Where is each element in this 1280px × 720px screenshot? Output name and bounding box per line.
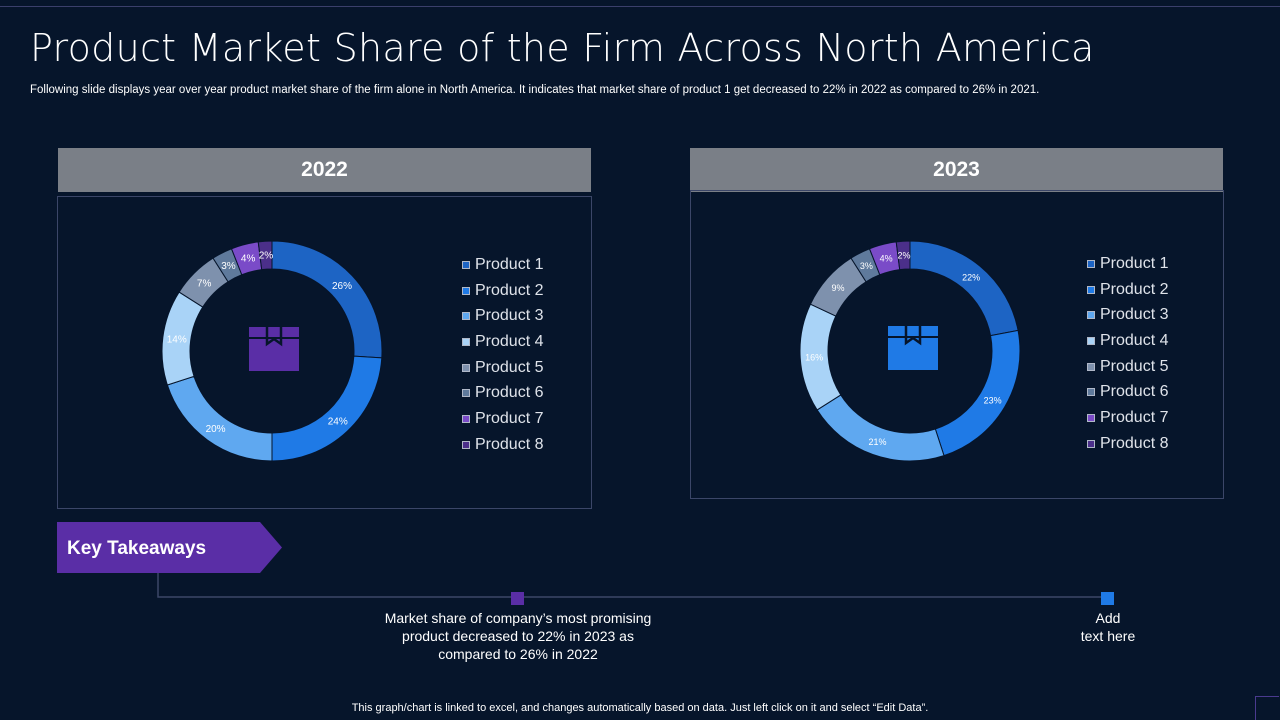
legend-item-product-2: Product 2	[1087, 277, 1168, 303]
legend-item-product-1: Product 1	[462, 252, 543, 278]
takeaway-line: text here	[1080, 628, 1136, 644]
donut-chart-2022[interactable]: 26% 24% 20% 14% 7% 3% 4% 2%	[152, 231, 392, 471]
legend-label: Product 5	[1100, 357, 1169, 375]
legend-label: Product 7	[475, 409, 544, 427]
box-icon	[248, 326, 300, 377]
data-label-product-3: 20%	[206, 424, 226, 435]
legend-swatch	[462, 363, 470, 372]
legend-label: Product 4	[1100, 331, 1169, 349]
legend-label: Product 6	[475, 384, 544, 402]
chart-header-2022: 2022	[58, 148, 591, 192]
data-label-product-6: 3%	[221, 261, 236, 272]
takeaway-line: Add	[1095, 610, 1121, 626]
legend-label: Product 5	[475, 358, 544, 376]
legend-item-product-3: Product 3	[462, 303, 543, 329]
chart-title-2023: 2023	[933, 158, 980, 181]
slice-product-2[interactable]	[934, 329, 1021, 457]
chart-title-2022: 2022	[301, 158, 348, 181]
legend-item-product-8: Product 8	[462, 432, 543, 458]
data-label-product-7: 4%	[880, 254, 893, 264]
legend-swatch	[462, 337, 470, 346]
legend-swatch	[1087, 285, 1095, 294]
legend-item-product-5: Product 5	[462, 355, 543, 381]
data-label-product-1: 22%	[962, 273, 980, 283]
legend-item-product-2: Product 2	[462, 278, 543, 304]
chart-panel-2022[interactable]	[57, 196, 592, 509]
legend-label: Product 8	[1100, 434, 1169, 452]
legend-item-product-8: Product 8	[1087, 431, 1168, 457]
legend-label: Product 2	[1100, 280, 1169, 298]
data-label-product-5: 9%	[831, 283, 844, 293]
chart-header-2023: 2023	[690, 148, 1223, 192]
legend-swatch	[1087, 413, 1095, 422]
legend-item-product-3: Product 3	[1087, 302, 1168, 328]
top-divider	[0, 6, 1280, 7]
key-takeaways-banner	[57, 522, 282, 573]
takeaway-line: compared to 26% in 2022	[438, 646, 598, 662]
legend-swatch	[1087, 259, 1095, 268]
slice-product-3[interactable]	[166, 375, 273, 462]
legend-label: Product 3	[1100, 306, 1169, 324]
legend-swatch	[462, 260, 470, 269]
takeaway-text-1[interactable]: Market share of company’s most promising…	[358, 609, 678, 663]
legend-item-product-7: Product 7	[1087, 405, 1168, 431]
slice-product-8[interactable]	[895, 240, 911, 271]
footer-note: This graph/chart is linked to excel, and…	[351, 702, 929, 714]
legend-item-product-4: Product 4	[1087, 328, 1168, 354]
key-takeaways-heading: Key Takeaways	[67, 538, 207, 559]
legend-swatch	[1087, 362, 1095, 371]
legend-item-product-4: Product 4	[462, 329, 543, 355]
legend-label: Product 6	[1100, 383, 1169, 401]
data-label-product-1: 26%	[332, 281, 352, 292]
slice-product-1[interactable]	[909, 240, 1019, 337]
data-label-product-8: 2%	[897, 251, 910, 261]
legend-swatch	[462, 389, 470, 398]
data-label-product-8: 2%	[259, 251, 274, 262]
legend-label: Product 8	[475, 435, 544, 453]
legend-swatch	[462, 414, 470, 423]
chart-panel-2023[interactable]	[690, 190, 1224, 499]
legend-swatch	[462, 286, 470, 295]
data-label-product-7: 4%	[241, 254, 256, 265]
slice-product-8[interactable]	[257, 240, 273, 271]
legend-item-product-7: Product 7	[462, 406, 543, 432]
slice-product-3[interactable]	[816, 394, 945, 462]
data-label-product-4: 14%	[167, 334, 187, 345]
takeaway-marker-2	[1101, 592, 1114, 605]
legend-2023: Product 1 Product 2 Product 3 Product 4 Prod…	[1087, 251, 1168, 457]
donut-chart-2023[interactable]: 22% 23% 21% 16% 9% 3% 4% 2%	[790, 231, 1030, 471]
data-label-product-2: 23%	[984, 395, 1002, 405]
data-label-product-5: 7%	[197, 279, 212, 290]
takeaway-marker-1	[511, 592, 524, 605]
takeaway-text-2[interactable]: Add text here	[1048, 609, 1168, 645]
data-label-product-4: 16%	[805, 353, 823, 363]
legend-label: Product 4	[475, 332, 544, 350]
legend-label: Product 3	[475, 307, 544, 325]
legend-label: Product 1	[1100, 254, 1169, 272]
data-label-product-3: 21%	[868, 437, 886, 447]
legend-item-product-6: Product 6	[1087, 379, 1168, 405]
corner-decoration	[1255, 696, 1279, 720]
legend-swatch	[462, 440, 470, 449]
legend-item-product-1: Product 1	[1087, 251, 1168, 277]
legend-label: Product 2	[475, 281, 544, 299]
legend-swatch	[1087, 336, 1095, 345]
legend-item-product-5: Product 5	[1087, 354, 1168, 380]
data-label-product-6: 3%	[860, 261, 873, 271]
legend-swatch	[1087, 439, 1095, 448]
legend-swatch	[462, 312, 470, 321]
page-subtitle: Following slide displays year over year …	[30, 84, 1040, 96]
legend-swatch	[1087, 311, 1095, 320]
legend-item-product-6: Product 6	[462, 380, 543, 406]
box-icon	[887, 325, 939, 376]
page-title: Product Market Share of the Firm Across …	[30, 26, 1095, 70]
takeaway-line: Market share of company’s most promising	[384, 610, 652, 626]
data-label-product-2: 24%	[328, 416, 348, 427]
legend-swatch	[1087, 388, 1095, 397]
legend-label: Product 1	[475, 255, 544, 273]
legend-label: Product 7	[1100, 408, 1169, 426]
takeaway-line: product decreased to 22% in 2023 as	[402, 628, 634, 644]
legend-2022: Product 1 Product 2 Product 3 Product 4 Prod…	[462, 252, 543, 458]
